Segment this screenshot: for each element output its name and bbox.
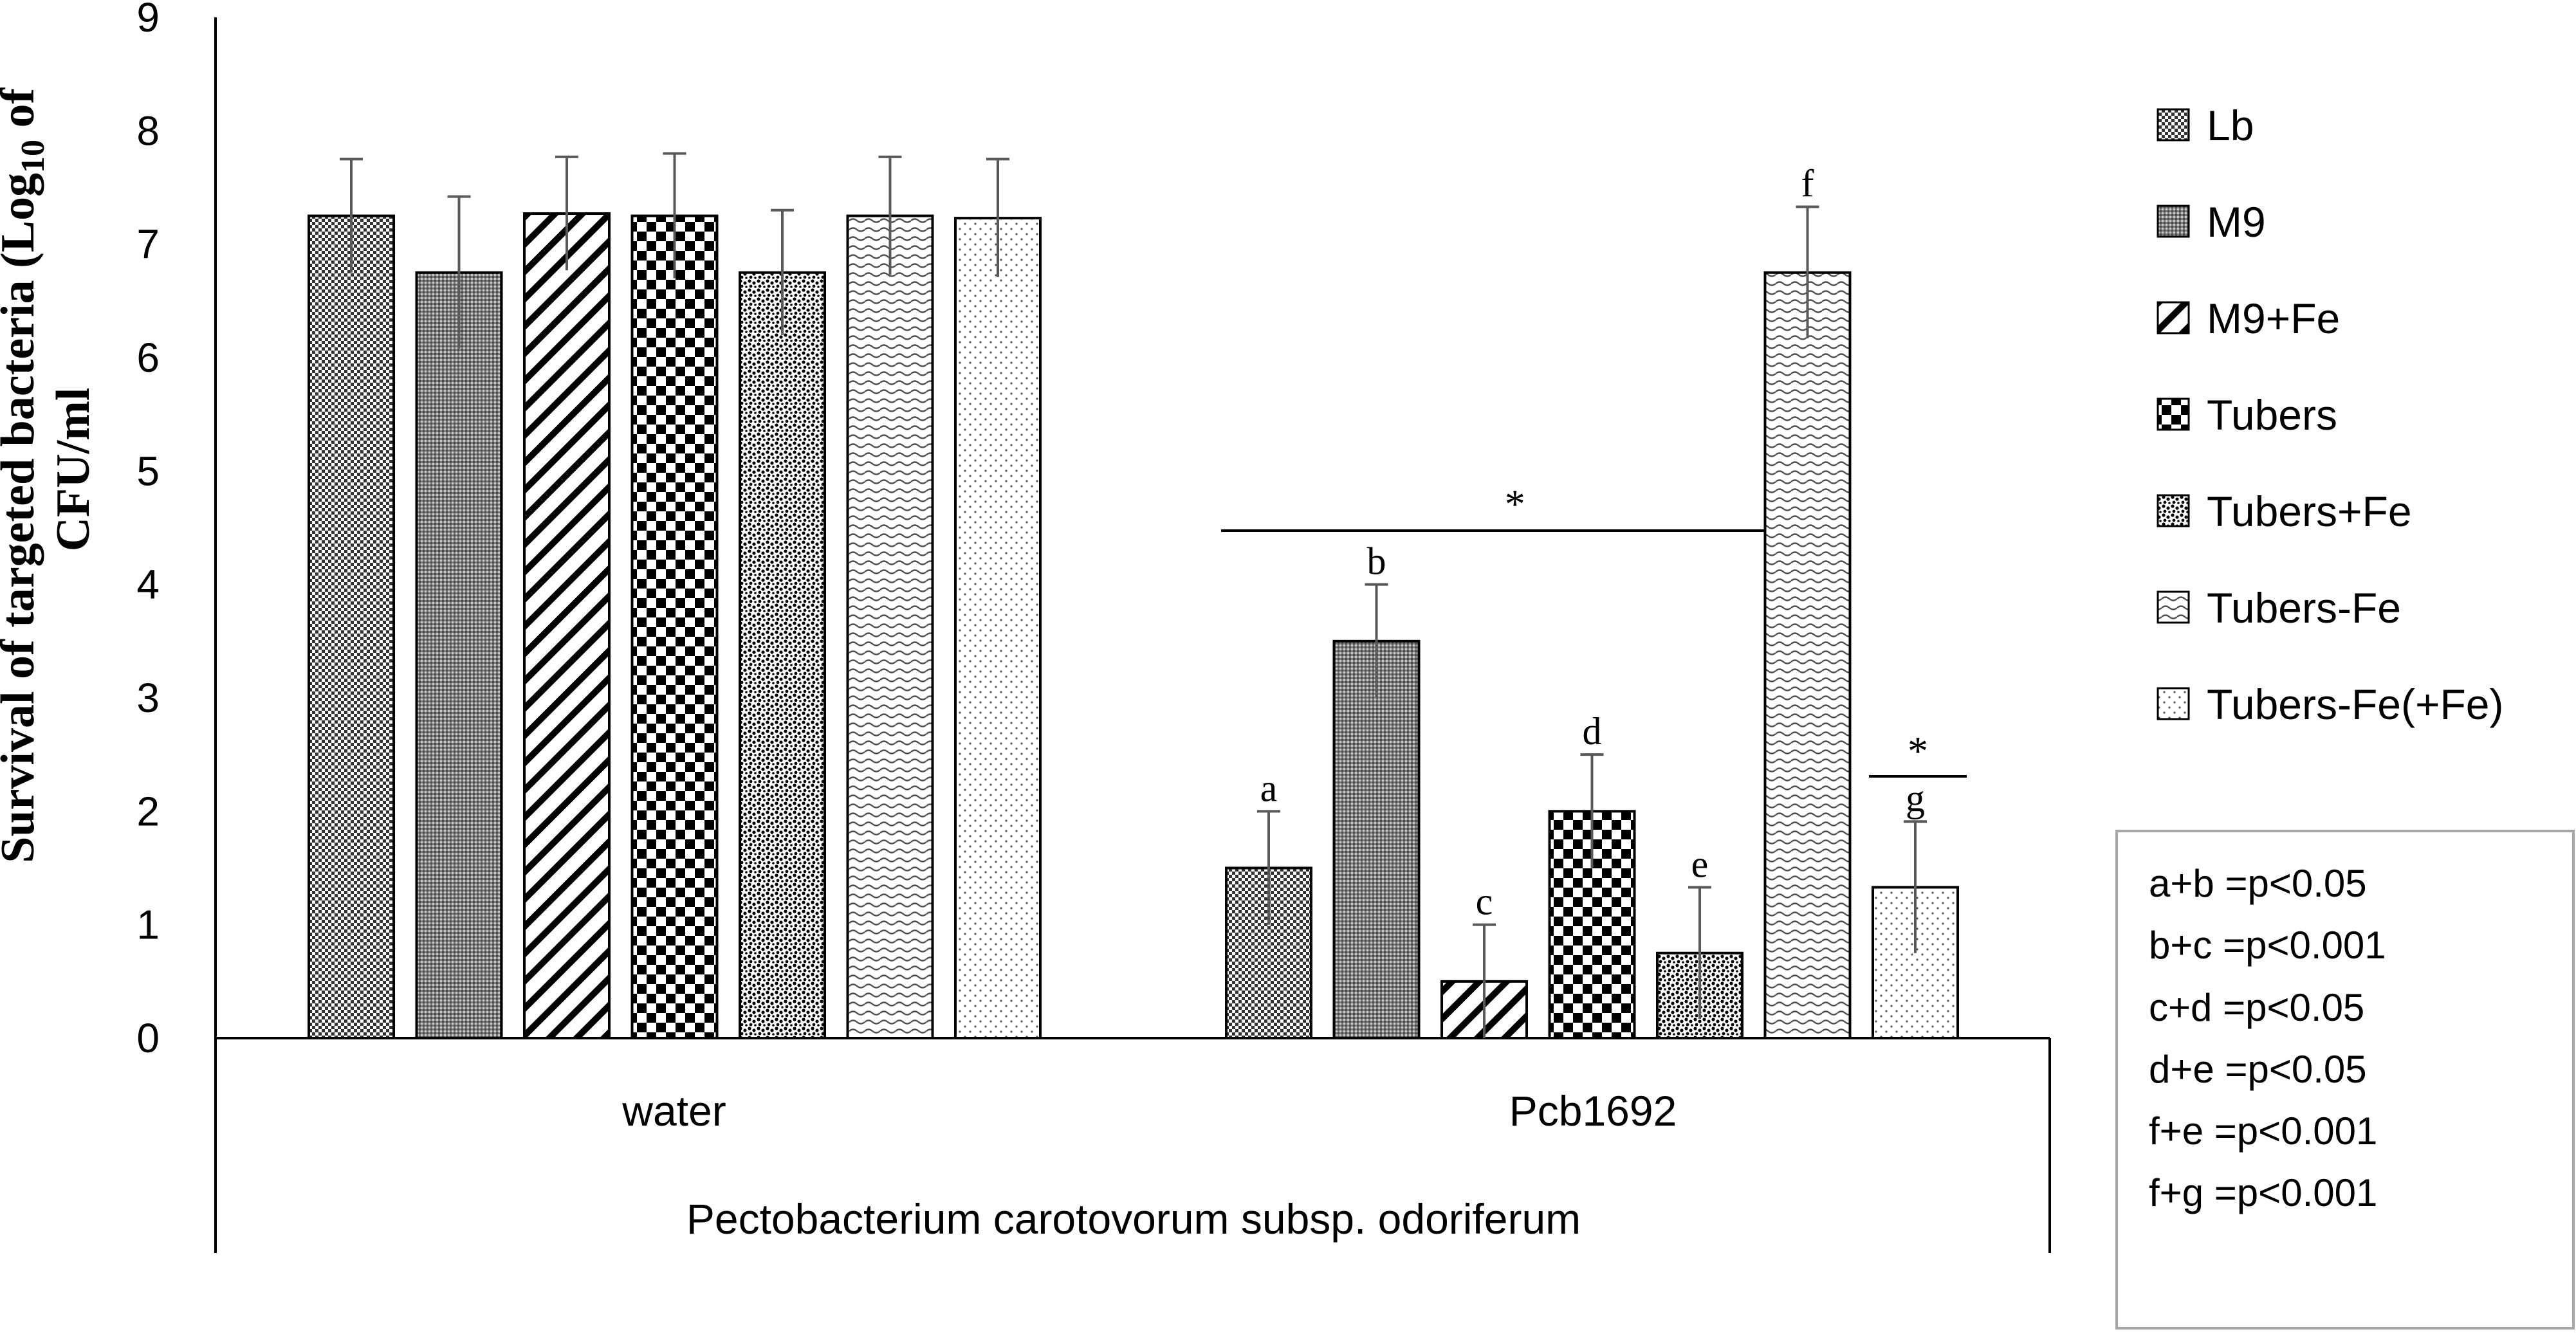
legend-label: Tubers+Fe (2207, 488, 2412, 535)
bar (523, 212, 611, 1040)
significance-note: b+c =p<0.001 (2149, 924, 2386, 967)
y-tick-label: 1 (136, 902, 160, 948)
legend-swatch (2157, 397, 2190, 431)
y-axis-label-line1: Survival of targeted bacteria (Log (0, 173, 44, 863)
significance-letter: a (1260, 767, 1278, 809)
axes-layer: 0 1 2 3 4 5 6 7 8 9 (136, 0, 2051, 1253)
y-axis-label-subscript: 10 (15, 140, 51, 173)
legend-label: Lb (2207, 102, 2254, 149)
legend-label: M9 (2207, 198, 2266, 246)
legend-label: M9+Fe (2207, 295, 2340, 342)
bars-layer: a b c d e f g (308, 152, 1959, 1040)
category-label-pcb1692: Pcb1692 (1509, 1087, 1677, 1135)
significance-notes-box (2115, 830, 2575, 1329)
bar (1332, 639, 1421, 1039)
legend-swatch (2157, 205, 2190, 238)
category-label-water: water (621, 1087, 726, 1135)
y-axis-label-line2: CFU/ml (47, 388, 100, 552)
significance-note: d+e =p<0.05 (2149, 1048, 2367, 1091)
legend-swatch (2157, 687, 2190, 720)
bar (954, 217, 1042, 1039)
y-tick-label: 3 (136, 675, 160, 721)
y-tick-label: 5 (136, 448, 160, 494)
significance-letter: g (1906, 777, 1925, 819)
y-tick-label: 2 (136, 788, 160, 834)
legend-swatch (2157, 590, 2190, 624)
y-tick-label: 9 (136, 0, 160, 41)
annotations-layer: ** (1221, 481, 1967, 778)
y-tick-label: 0 (136, 1015, 160, 1061)
bar (1763, 271, 1852, 1039)
significance-letter: c (1476, 881, 1493, 923)
y-axis-label-after-subscript: of (0, 87, 44, 140)
bar (308, 214, 395, 1039)
significance-note: f+e =p<0.001 (2149, 1110, 2377, 1153)
y-tick-label: 6 (136, 334, 160, 381)
significance-note: c+d =p<0.05 (2149, 986, 2364, 1029)
legend-swatch (2157, 301, 2190, 334)
y-tick-label: 7 (136, 221, 160, 268)
significance-note: a+b =p<0.05 (2149, 862, 2367, 905)
significance-note: f+g =p<0.001 (2149, 1171, 2377, 1214)
legend-label: Tubers-Fe (2207, 584, 2401, 632)
bar (415, 271, 503, 1039)
legend-label: Tubers-Fe(+Fe) (2207, 681, 2503, 728)
significance-star-small: * (1908, 728, 1928, 774)
legend-swatch (2157, 494, 2190, 527)
bar (739, 271, 826, 1039)
significance-letter: e (1691, 843, 1709, 885)
significance-notes: a+b =p<0.05 b+c =p<0.001 c+d =p<0.05 d+e… (2149, 862, 2386, 1214)
significance-star: * (1505, 481, 1525, 527)
y-tick-label: 8 (136, 107, 160, 154)
y-axis-label: Survival of targeted bacteria (Log10 of … (0, 76, 100, 863)
significance-letter: f (1801, 162, 1814, 205)
legend: Lb M9 M9+Fe Tubers Tubers+Fe Tubers-Fe Tubers-… (2157, 102, 2503, 728)
bar (846, 214, 934, 1039)
y-tick-label: 4 (136, 562, 160, 608)
significance-letter: d (1583, 710, 1602, 753)
legend-label: Tubers (2207, 391, 2337, 439)
significance-letter: b (1367, 540, 1386, 583)
x-axis-title: Pectobacterium carotovorum subsp. odorif… (686, 1195, 1581, 1243)
legend-swatch (2157, 108, 2190, 142)
bar (630, 214, 719, 1039)
